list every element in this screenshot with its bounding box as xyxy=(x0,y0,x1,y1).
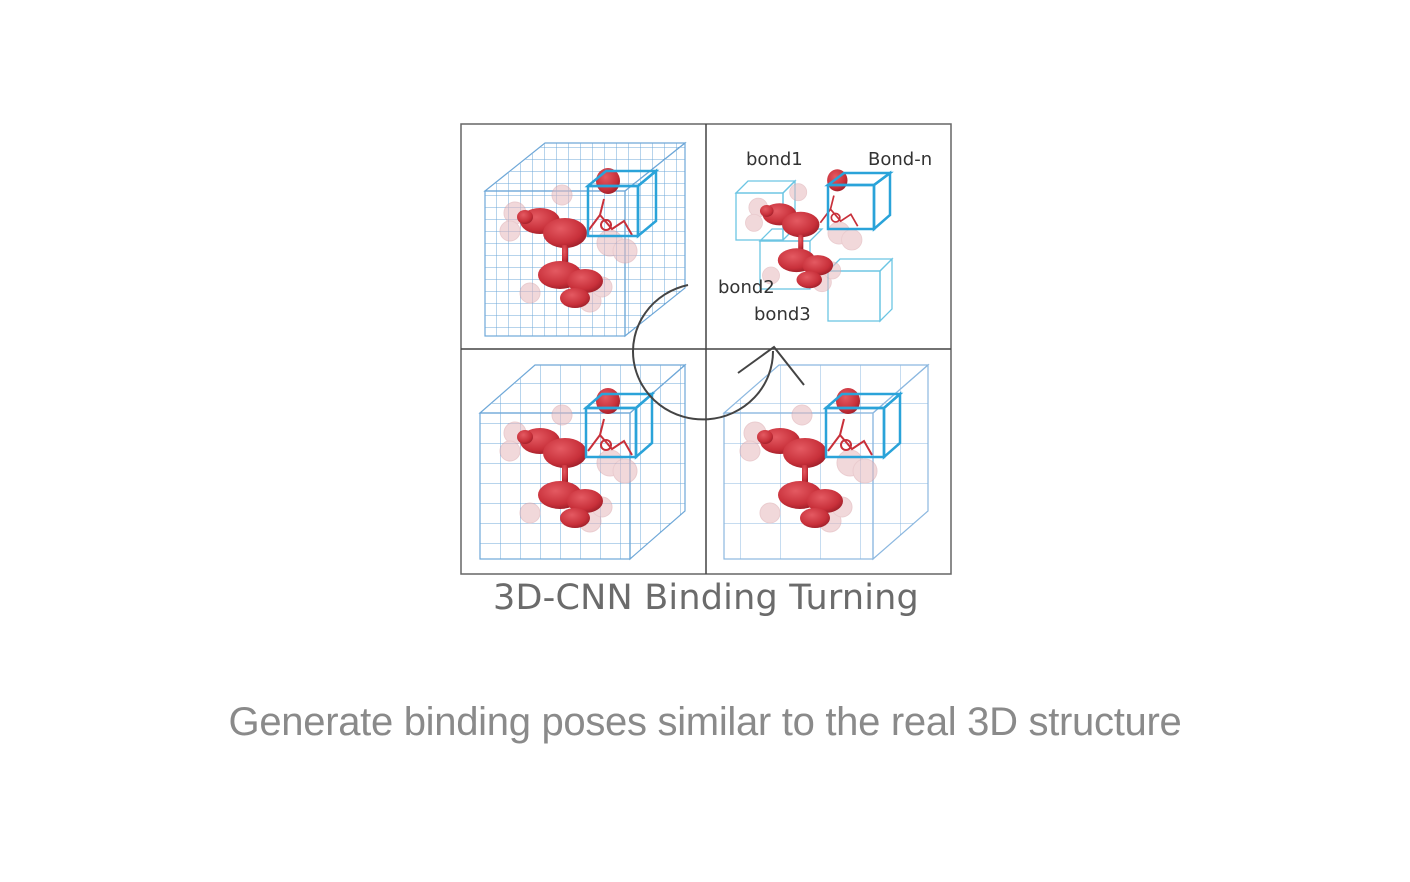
turning-arrow xyxy=(632,284,805,421)
label-bond2: bond2 xyxy=(718,277,775,298)
label-bond-n: Bond-n xyxy=(868,149,932,170)
figure-caption: 3D-CNN Binding Turning xyxy=(493,578,919,618)
highlight-voxel xyxy=(584,168,660,239)
page-subtitle: Generate binding poses similar to the re… xyxy=(228,700,1182,744)
highlight-voxel xyxy=(822,391,904,460)
panel-bottom-left xyxy=(478,363,687,561)
highlight-voxel xyxy=(582,391,656,460)
label-bond3: bond3 xyxy=(754,304,811,325)
panel-bottom-right xyxy=(722,363,930,561)
panel-top-left xyxy=(483,141,687,338)
panel-top-right: bond1 Bond-n bond2 bond3 xyxy=(718,149,932,325)
binding-diagram: bond1 Bond-n bond2 bond3 xyxy=(460,123,952,575)
label-bond1: bond1 xyxy=(746,149,803,170)
highlight-voxel xyxy=(824,170,894,232)
